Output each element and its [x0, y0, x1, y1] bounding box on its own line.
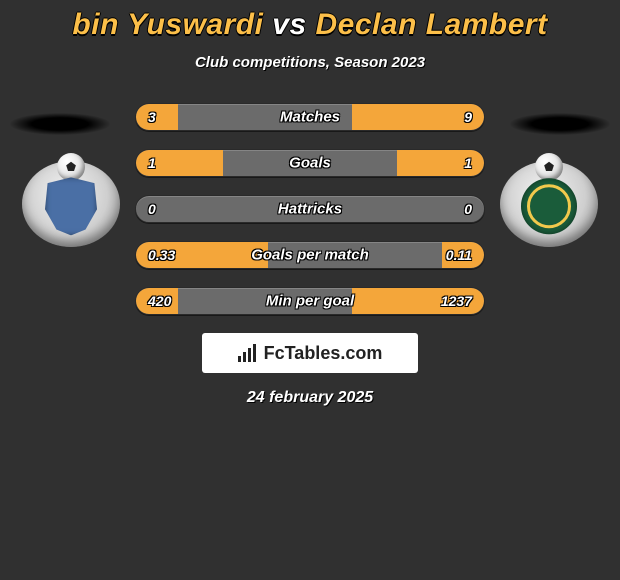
- player2-shadow: [510, 113, 610, 135]
- barchart-icon: [238, 344, 256, 362]
- stat-value-right: 0: [464, 201, 472, 217]
- page-title: bin Yuswardi vs Declan Lambert: [0, 8, 620, 42]
- stat-value-right: 0.11: [446, 247, 472, 263]
- stats-stage: 39Matches11Goals00Hattricks0.330.11Goals…: [0, 103, 620, 407]
- shield-icon: [521, 178, 577, 234]
- stat-value-right: 1: [464, 155, 472, 171]
- stat-value-left: 3: [148, 109, 156, 125]
- brand-box: FcTables.com: [202, 333, 418, 373]
- stat-value-right: 9: [464, 109, 472, 125]
- stat-bar: 0 0Hattricks: [135, 195, 485, 223]
- player1-name: bin Yuswardi: [72, 8, 263, 41]
- stat-value-left: 420: [148, 293, 171, 309]
- stat-bar: 11Goals: [135, 149, 485, 177]
- stat-bar: 39Matches: [135, 103, 485, 131]
- stat-fill-left: [136, 104, 178, 130]
- stat-bar: 4201237Min per goal: [135, 287, 485, 315]
- soccer-ball-icon: [535, 153, 563, 181]
- stat-bars: 39Matches11Goals00Hattricks0.330.11Goals…: [135, 103, 485, 315]
- stat-value-left: 0.33: [148, 247, 175, 263]
- stat-bar: 0.330.11Goals per match: [135, 241, 485, 269]
- player2-name: Declan Lambert: [316, 8, 548, 41]
- footer-date: 24 february 2025: [0, 389, 620, 407]
- stat-value-right: 1237: [441, 293, 472, 309]
- brand-text: FcTables.com: [264, 343, 383, 364]
- subtitle: Club competitions, Season 2023: [0, 54, 620, 71]
- stat-label: Hattricks: [136, 201, 484, 218]
- comparison-card: bin Yuswardi vs Declan Lambert Club comp…: [0, 0, 620, 407]
- soccer-ball-icon: [57, 153, 85, 181]
- stat-value-left: 0: [148, 201, 156, 217]
- stat-value-left: 1: [148, 155, 156, 171]
- player1-crest: [22, 161, 120, 247]
- vs-separator: vs: [272, 8, 306, 41]
- player1-shadow: [10, 113, 110, 135]
- player2-crest: [500, 161, 598, 247]
